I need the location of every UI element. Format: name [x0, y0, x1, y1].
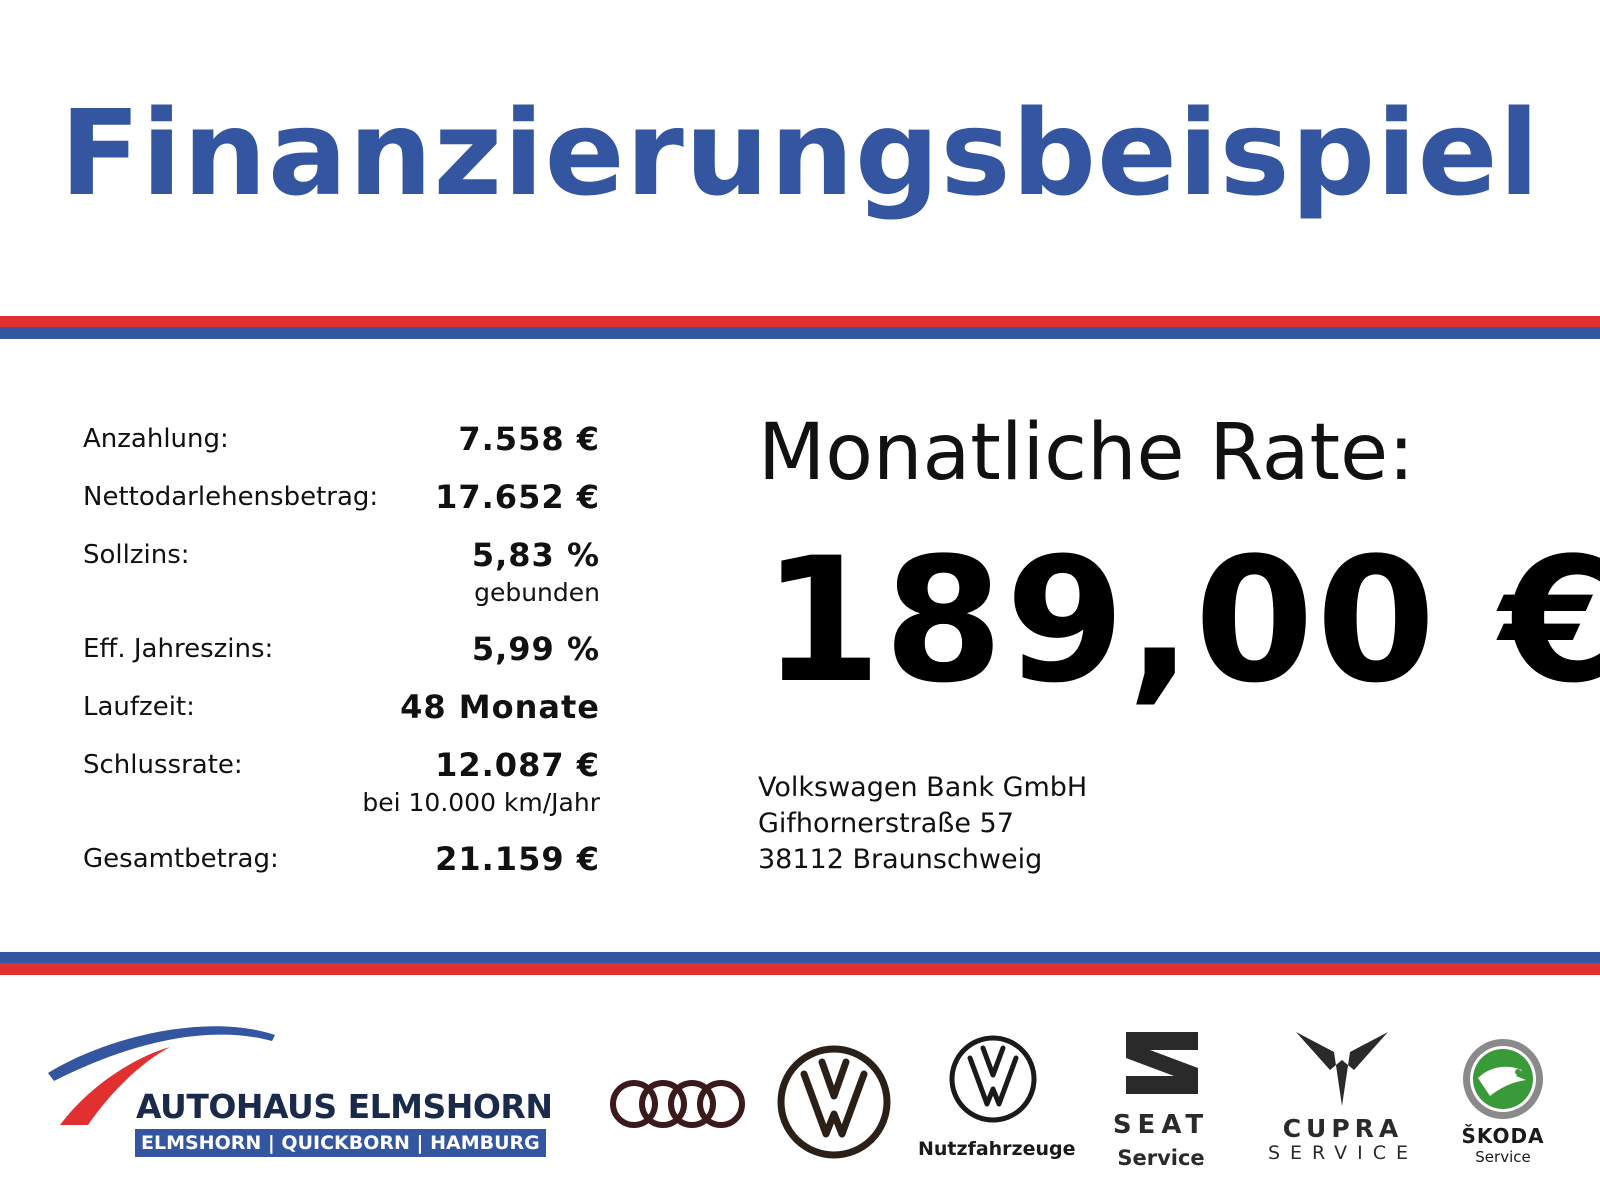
audi-rings-logo: [610, 1080, 745, 1128]
row-value-schlussrate: 12.087 €: [435, 746, 600, 784]
row-value-anzahlung: 7.558 €: [458, 420, 600, 458]
vw-nutzfahrzeuge-logo: [949, 1035, 1037, 1123]
bank-street: Gifhornerstraße 57: [758, 808, 1014, 839]
dealer-logo: AUTOHAUS ELMSHORN ELMSHORN | QUICKBORN |…: [40, 1015, 553, 1165]
skoda-caption: Service: [1475, 1148, 1531, 1166]
row-sub-schlussrate: bei 10.000 km/Jahr: [362, 788, 600, 817]
seat-wordmark: SEAT: [1112, 1110, 1210, 1140]
row-value-gesamtbetrag: 21.159 €: [435, 840, 600, 878]
seat-logo: [1126, 1032, 1198, 1094]
vw-logo: [777, 1045, 891, 1159]
row-value-laufzeit: 48 Monate: [400, 688, 600, 726]
monthly-rate-label: Monatliche Rate:: [758, 408, 1415, 498]
top-stripe-red: [0, 316, 1600, 327]
monthly-rate-value: 189,00 €: [762, 520, 1600, 721]
dealer-swoosh-logo: [48, 1026, 275, 1125]
bottom-stripe-red: [0, 963, 1600, 975]
row-value-nettodarlehensbetrag: 17.652 €: [435, 478, 600, 516]
cupra-logo: [1296, 1032, 1388, 1106]
row-label-laufzeit: Laufzeit:: [83, 692, 195, 722]
vw-nutzfahrzeuge-caption: Nutzfahrzeuge: [918, 1138, 1076, 1160]
dealer-locations: ELMSHORN | QUICKBORN | HAMBURG: [135, 1129, 546, 1157]
cupra-wordmark: CUPRA: [1282, 1114, 1404, 1143]
bottom-stripe-blue: [0, 952, 1600, 963]
row-label-gesamtbetrag: Gesamtbetrag:: [83, 844, 279, 874]
seat-caption: Service: [1117, 1146, 1205, 1170]
row-label-schlussrate: Schlussrate:: [83, 750, 243, 780]
top-stripe-blue: [0, 327, 1600, 339]
bank-name: Volkswagen Bank GmbH: [758, 772, 1088, 803]
row-label-anzahlung: Anzahlung:: [83, 424, 229, 454]
row-value-eff-jahreszins: 5,99 %: [471, 630, 600, 668]
row-label-eff-jahreszins: Eff. Jahreszins:: [83, 634, 274, 664]
row-label-nettodarlehensbetrag: Nettodarlehensbetrag:: [83, 482, 379, 512]
row-value-sollzins: 5,83 %: [471, 536, 600, 574]
dealer-name: AUTOHAUS ELMSHORN: [136, 1087, 553, 1126]
row-sub-sollzins: gebunden: [474, 578, 600, 607]
skoda-logo: [1463, 1039, 1543, 1119]
page-title: Finanzierungsbeispiel: [59, 84, 1541, 222]
cupra-caption: SERVICE: [1267, 1142, 1419, 1164]
row-label-sollzins: Sollzins:: [83, 540, 190, 570]
bank-city: 38112 Braunschweig: [758, 844, 1043, 875]
skoda-wordmark: ŠKODA: [1461, 1124, 1545, 1148]
